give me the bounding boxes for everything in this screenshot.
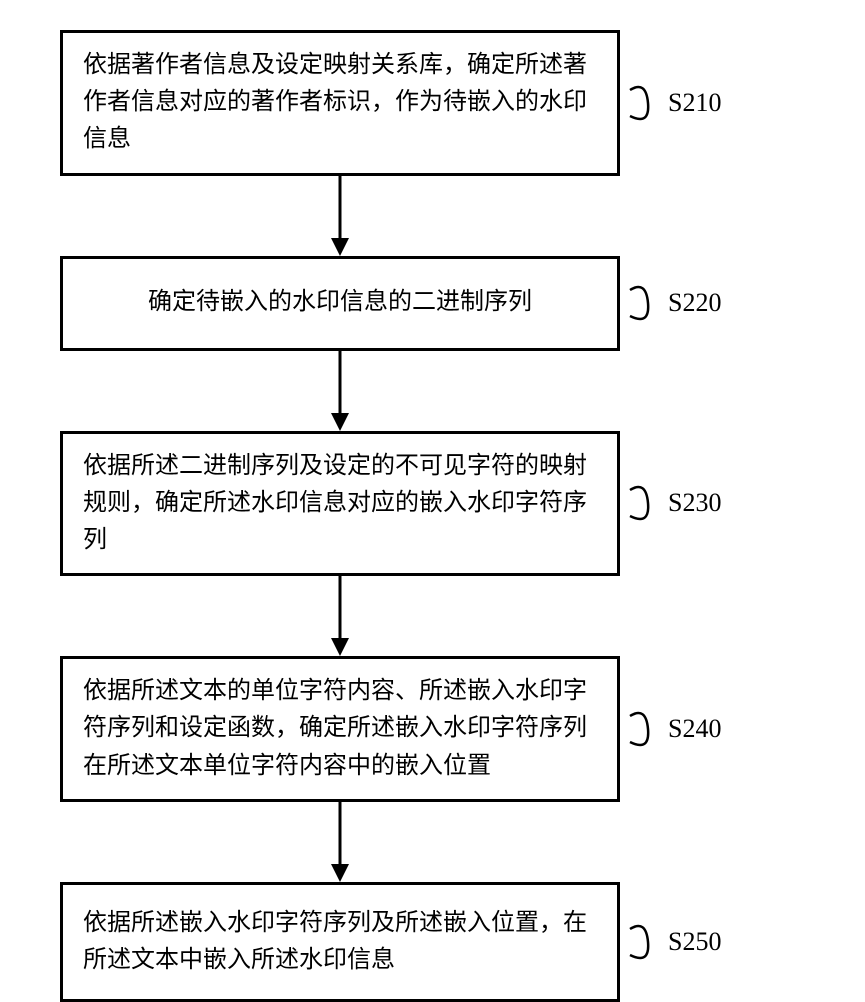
step-box-s210: 依据著作者信息及设定映射关系库，确定所述著作者信息对应的著作者标识，作为待嵌入的… — [60, 30, 620, 176]
step-box-s220: 确定待嵌入的水印信息的二进制序列 — [60, 256, 620, 351]
connector-curve-icon — [628, 278, 664, 328]
flow-step: 依据著作者信息及设定映射关系库，确定所述著作者信息对应的著作者标识，作为待嵌入的… — [60, 30, 810, 176]
step-label-wrap: S210 — [628, 78, 721, 128]
arrow-connector — [60, 176, 620, 256]
arrow-connector — [60, 351, 620, 431]
step-label: S240 — [668, 714, 721, 744]
arrow-down-icon — [325, 176, 355, 256]
connector-curve-icon — [628, 478, 664, 528]
step-label-wrap: S220 — [628, 278, 721, 328]
arrow-connector — [60, 576, 620, 656]
flow-step: 依据所述嵌入水印字符序列及所述嵌入位置，在所述文本中嵌入所述水印信息 S250 — [60, 882, 810, 1002]
flow-step: 确定待嵌入的水印信息的二进制序列 S220 — [60, 256, 810, 351]
connector-curve-icon — [628, 917, 664, 967]
step-text: 确定待嵌入的水印信息的二进制序列 — [83, 284, 597, 321]
arrow-down-icon — [325, 802, 355, 882]
arrow-down-icon — [325, 576, 355, 656]
step-label: S250 — [668, 927, 721, 957]
step-label-wrap: S250 — [628, 917, 721, 967]
flow-step: 依据所述二进制序列及设定的不可见字符的映射规则，确定所述水印信息对应的嵌入水印字… — [60, 431, 810, 577]
arrow-down-icon — [325, 351, 355, 431]
step-box-s250: 依据所述嵌入水印字符序列及所述嵌入位置，在所述文本中嵌入所述水印信息 — [60, 882, 620, 1002]
flow-step: 依据所述文本的单位字符内容、所述嵌入水印字符序列和设定函数，确定所述嵌入水印字符… — [60, 656, 810, 802]
step-box-s230: 依据所述二进制序列及设定的不可见字符的映射规则，确定所述水印信息对应的嵌入水印字… — [60, 431, 620, 577]
flowchart-container: 依据著作者信息及设定映射关系库，确定所述著作者信息对应的著作者标识，作为待嵌入的… — [60, 30, 810, 1002]
step-label: S210 — [668, 88, 721, 118]
step-label-wrap: S240 — [628, 704, 721, 754]
connector-curve-icon — [628, 78, 664, 128]
step-box-s240: 依据所述文本的单位字符内容、所述嵌入水印字符序列和设定函数，确定所述嵌入水印字符… — [60, 656, 620, 802]
step-label: S230 — [668, 488, 721, 518]
step-label: S220 — [668, 288, 721, 318]
step-text: 依据所述嵌入水印字符序列及所述嵌入位置，在所述文本中嵌入所述水印信息 — [83, 905, 597, 979]
connector-curve-icon — [628, 704, 664, 754]
step-text: 依据所述二进制序列及设定的不可见字符的映射规则，确定所述水印信息对应的嵌入水印字… — [83, 448, 597, 560]
step-text: 依据著作者信息及设定映射关系库，确定所述著作者信息对应的著作者标识，作为待嵌入的… — [83, 47, 597, 159]
step-label-wrap: S230 — [628, 478, 721, 528]
step-text: 依据所述文本的单位字符内容、所述嵌入水印字符序列和设定函数，确定所述嵌入水印字符… — [83, 673, 597, 785]
arrow-connector — [60, 802, 620, 882]
